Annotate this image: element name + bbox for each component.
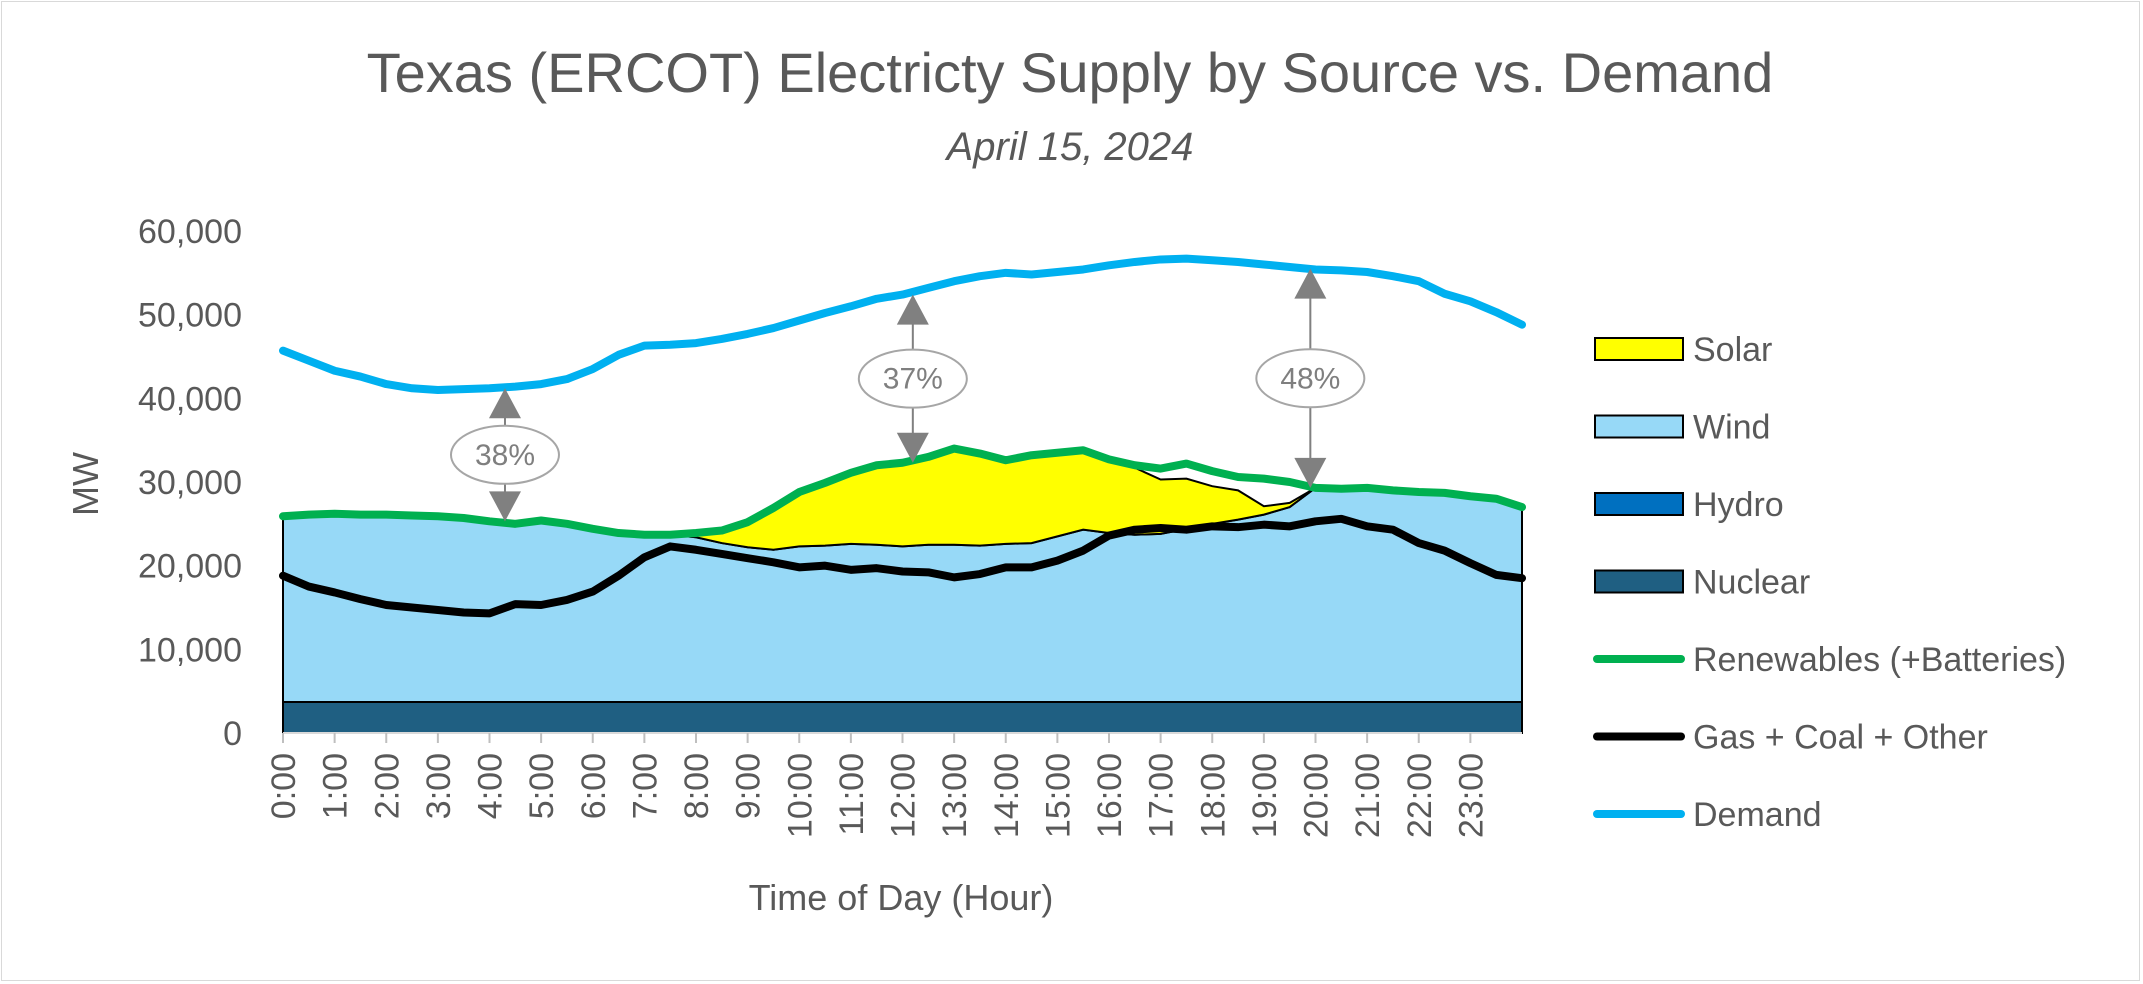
- x-tick-label: 12:00: [885, 753, 923, 838]
- x-tick-label: 9:00: [730, 753, 768, 819]
- x-tick-label: 8:00: [678, 753, 716, 819]
- gap-percent-label: 37%: [883, 363, 943, 396]
- y-axis-label: MW: [65, 452, 106, 516]
- x-tick-label: 16:00: [1091, 753, 1129, 838]
- legend-swatch: [1594, 337, 1684, 361]
- plot-lines: [279, 254, 1526, 618]
- x-tick-label: 18:00: [1194, 753, 1232, 838]
- legend-item-gas-coal-other: Gas + Coal + Other: [1593, 719, 1988, 757]
- x-tick-label: 14:00: [988, 753, 1026, 838]
- y-axis: 0 10,000 20,000 30,000 40,000 50,000 60,000: [138, 213, 242, 753]
- line-demand: [279, 254, 1526, 394]
- gap-badge: [857, 348, 968, 409]
- gap-badge: [449, 424, 560, 485]
- x-tick-label: 3:00: [420, 753, 458, 819]
- x-tick-label: 7:00: [626, 753, 664, 819]
- plot-areas: [282, 447, 1523, 734]
- legend-label: Hydro: [1693, 486, 1784, 524]
- y-tick-label: 50,000: [138, 297, 242, 335]
- gap-percent-label: 48%: [1280, 362, 1340, 395]
- x-tick-label: 17:00: [1143, 753, 1181, 838]
- gap-annotation: 37%: [857, 294, 968, 463]
- legend-item-wind: Wind: [1594, 409, 1770, 447]
- x-axis-label: Time of Day (Hour): [749, 877, 1054, 918]
- x-tick-label: 20:00: [1298, 753, 1336, 838]
- x-tick-label: 21:00: [1349, 753, 1387, 838]
- gap-badge: [1255, 348, 1366, 409]
- legend-swatch: [1594, 569, 1684, 594]
- x-axis: 0:00 1:00 2:00 3:00 4:00 5:00 6:00 7:00 8:00 9:00…: [265, 732, 1522, 838]
- x-tick-label: 19:00: [1246, 753, 1284, 838]
- gap-annotation: 38%: [449, 388, 560, 522]
- y-tick-label: 30,000: [138, 464, 242, 502]
- arrow-down-icon: [488, 491, 521, 522]
- legend-label: Solar: [1693, 331, 1772, 369]
- x-tick-label: 11:00: [833, 753, 871, 836]
- y-tick-label: 20,000: [138, 548, 242, 586]
- y-tick-label: 0: [223, 715, 242, 753]
- x-tick-label: 10:00: [781, 753, 819, 838]
- legend-item-nuclear: Nuclear: [1594, 564, 1810, 602]
- line-renewables-batteries: [279, 444, 1526, 539]
- chart-subtitle: April 15, 2024: [945, 125, 1194, 169]
- line-gas-coal-other: [279, 514, 1526, 618]
- legend-item-renewables-batteries: Renewables (+Batteries): [1593, 641, 2066, 679]
- area-nuclear: [282, 701, 1523, 734]
- x-tick-label: 6:00: [575, 753, 613, 819]
- legend-label: Gas + Coal + Other: [1693, 719, 1988, 757]
- gap-percent-label: 38%: [475, 439, 535, 472]
- legend-label: Demand: [1693, 796, 1822, 834]
- x-tick-label: 5:00: [523, 753, 561, 819]
- arrow-up-icon: [896, 294, 929, 325]
- y-tick-label: 40,000: [138, 380, 242, 418]
- legend-item-demand: Demand: [1593, 796, 1822, 834]
- arrow-down-icon: [1294, 457, 1327, 488]
- x-tick-label: 13:00: [936, 753, 974, 838]
- arrow-up-icon: [488, 388, 521, 419]
- x-tick-label: 15:00: [1039, 753, 1077, 838]
- legend-swatch: [1594, 414, 1684, 439]
- legend-item-solar: Solar: [1594, 331, 1772, 369]
- x-tick-label: 22:00: [1401, 753, 1439, 838]
- x-tick-label: 2:00: [368, 753, 406, 819]
- x-tick-label: 1:00: [317, 753, 355, 819]
- legend-label: Nuclear: [1693, 564, 1810, 602]
- legend: Solar Wind Hydro Nuclear Renewables (+Batter…: [1593, 331, 2066, 834]
- x-tick-label: 23:00: [1452, 753, 1490, 838]
- chart-title: Texas (ERCOT) Electricty Supply by Sourc…: [367, 41, 1774, 104]
- annotations: 38% 37% 48%: [449, 268, 1366, 522]
- x-tick-label: 4:00: [472, 753, 510, 819]
- y-tick-label: 60,000: [138, 213, 242, 251]
- legend-swatch: [1594, 492, 1684, 516]
- legend-label: Wind: [1693, 409, 1770, 447]
- arrow-down-icon: [896, 432, 929, 463]
- x-tick-label: 0:00: [265, 753, 303, 819]
- y-tick-label: 10,000: [138, 631, 242, 669]
- legend-label: Renewables (+Batteries): [1693, 641, 2066, 679]
- legend-item-hydro: Hydro: [1594, 486, 1784, 524]
- arrow-up-icon: [1294, 268, 1327, 299]
- gap-annotation: 48%: [1255, 268, 1366, 488]
